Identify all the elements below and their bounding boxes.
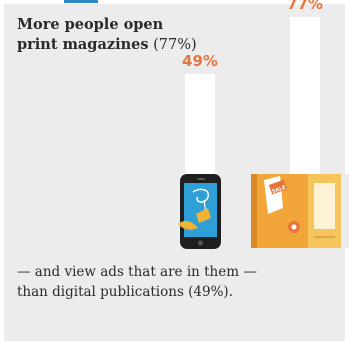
headline-bold-text: More people open print magazines xyxy=(17,16,164,53)
top-strip xyxy=(0,0,349,4)
bars-group xyxy=(185,17,320,174)
bar-print xyxy=(290,17,320,174)
smartphone-icon xyxy=(178,174,221,249)
caption: — and view ads that are in them — than d… xyxy=(17,262,337,302)
caption-line-1: — and view ads that are in them — xyxy=(17,264,257,280)
caption-line-2: than digital publications (49%). xyxy=(17,284,233,300)
infographic-panel xyxy=(4,4,345,341)
header-accent xyxy=(64,0,98,3)
value-label-digital: 49% xyxy=(182,52,218,70)
bar-digital xyxy=(185,74,215,174)
headline-percent: (77%) xyxy=(153,37,197,53)
magazine-icon: SALE xyxy=(251,174,349,248)
svg-text:SALE: SALE xyxy=(271,184,287,195)
value-label-print: 77% xyxy=(287,0,323,13)
value-labels-group: 49% 77% xyxy=(182,0,323,70)
headline: More people open print magazines (77%) xyxy=(17,15,197,55)
